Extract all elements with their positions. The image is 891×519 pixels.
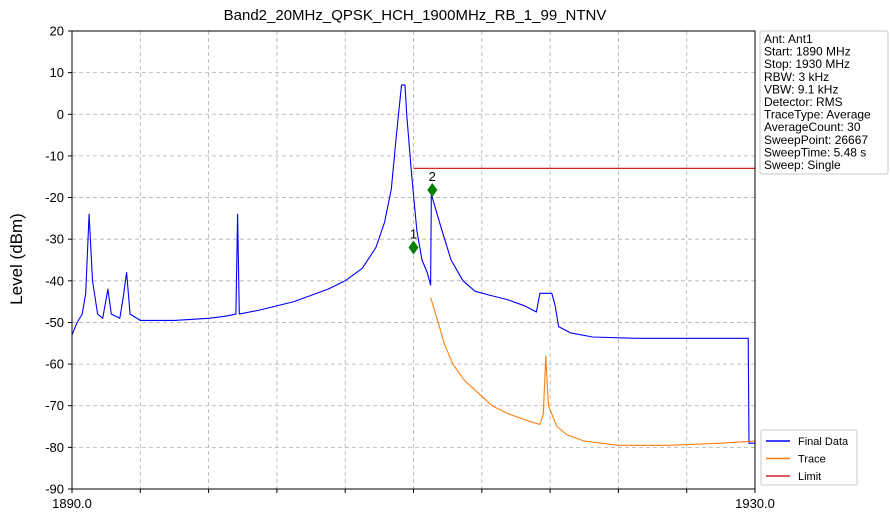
y-tick-label: 10	[50, 65, 64, 80]
y-tick-label: -70	[45, 398, 64, 413]
info-line: TraceType: Average	[764, 108, 871, 122]
marker-2-label: 2	[429, 169, 436, 184]
plot-frame	[71, 30, 756, 490]
grid-lines	[72, 31, 755, 489]
chart-title: Band2_20MHz_QPSK_HCH_1900MHz_RB_1_99_NTN…	[224, 7, 607, 24]
y-tick-label: -20	[45, 190, 64, 205]
x-tick-label: 1930.0	[735, 496, 775, 511]
x-tick-label: 1890.0	[52, 496, 92, 511]
legend: Final Data Trace Limit	[760, 429, 858, 486]
series-layer	[71, 84, 756, 446]
series-final-data	[71, 84, 755, 444]
marker-2-diamond	[427, 183, 438, 198]
y-tick-label: -90	[45, 482, 64, 497]
x-axis-ticks: 1890.0 1930.0	[52, 489, 775, 511]
info-line: SweepTime: 5.48 s	[764, 145, 866, 159]
info-line: SweepPoint: 26667	[764, 133, 868, 147]
legend-label: Final Data	[798, 436, 849, 448]
marker-1-label: 1	[410, 227, 417, 242]
y-tick-label: -80	[45, 440, 64, 455]
info-line: AverageCount: 30	[764, 120, 861, 134]
legend-label: Trace	[798, 454, 826, 466]
info-line: Start: 1890 MHz	[764, 45, 851, 59]
y-tick-label: -40	[45, 273, 64, 288]
y-tick-label: -30	[45, 232, 64, 247]
series-trace	[430, 297, 756, 446]
info-line: Detector: RMS	[764, 95, 843, 109]
info-line: VBW: 9.1 kHz	[764, 82, 838, 96]
y-axis-ticks: 20 10 0 -10 -20 -30 -40 -50 -60 -70 -80 -90	[45, 24, 72, 497]
y-tick-label: 20	[50, 24, 64, 39]
y-axis-label: Level (dBm)	[7, 213, 26, 305]
y-tick-label: -60	[45, 357, 64, 372]
marker-1-diamond	[408, 240, 419, 255]
y-tick-label: -50	[45, 315, 64, 330]
info-line: Ant: Ant1	[764, 32, 813, 46]
info-line: Sweep: Single	[764, 158, 841, 172]
y-tick-label: 0	[57, 107, 64, 122]
y-tick-label: -10	[45, 148, 64, 163]
info-line: Stop: 1930 MHz	[764, 57, 850, 71]
info-line: RBW: 3 kHz	[764, 70, 829, 84]
marker-layer: 12	[408, 169, 438, 255]
legend-label: Limit	[798, 471, 821, 483]
